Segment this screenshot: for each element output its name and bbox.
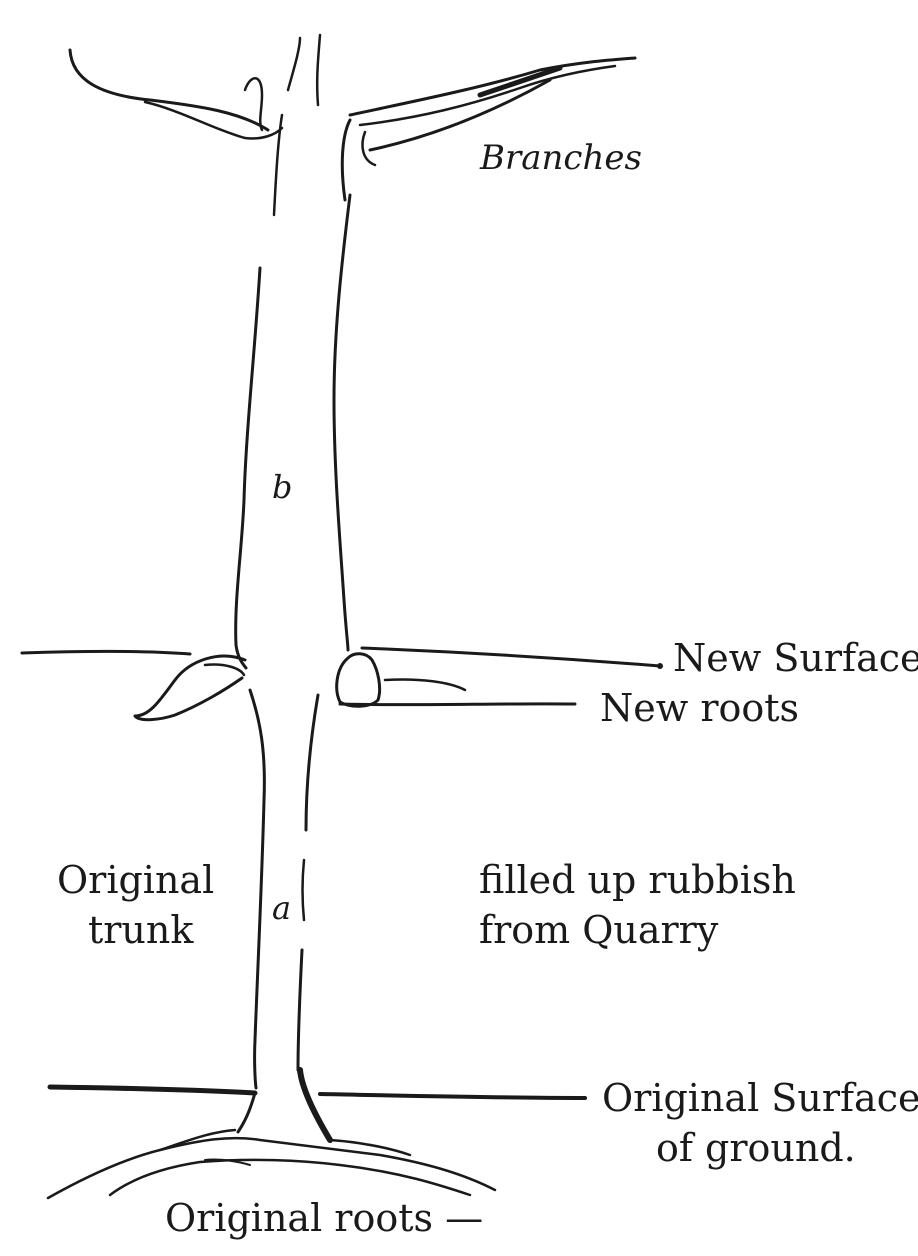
upper-trunk	[234, 33, 352, 670]
rubbish-label-line2: from Quarry	[479, 908, 719, 952]
new-roots	[133, 652, 577, 722]
branches	[68, 48, 637, 202]
original-surface-label-line2: of ground.	[656, 1126, 856, 1170]
original-roots-label: Original roots —	[165, 1196, 484, 1240]
original-trunk-label-line1: Original	[57, 858, 215, 902]
lower-trunk	[248, 688, 320, 1090]
original-roots	[46, 1067, 497, 1200]
branches-label: Branches	[480, 138, 642, 178]
new-roots-label: New roots	[600, 686, 800, 730]
rubbish-label-line1: filled up rubbish	[479, 858, 796, 902]
upper-trunk-label: b	[272, 468, 293, 506]
original-surface-line	[47, 1084, 587, 1100]
new-surface-label: New Surface	[673, 636, 918, 680]
lower-trunk-label: a	[272, 889, 292, 927]
original-trunk-label-line2: trunk	[88, 908, 194, 952]
original-surface-label-line1: Original Surface	[602, 1076, 918, 1120]
new-surface-line	[20, 646, 663, 669]
